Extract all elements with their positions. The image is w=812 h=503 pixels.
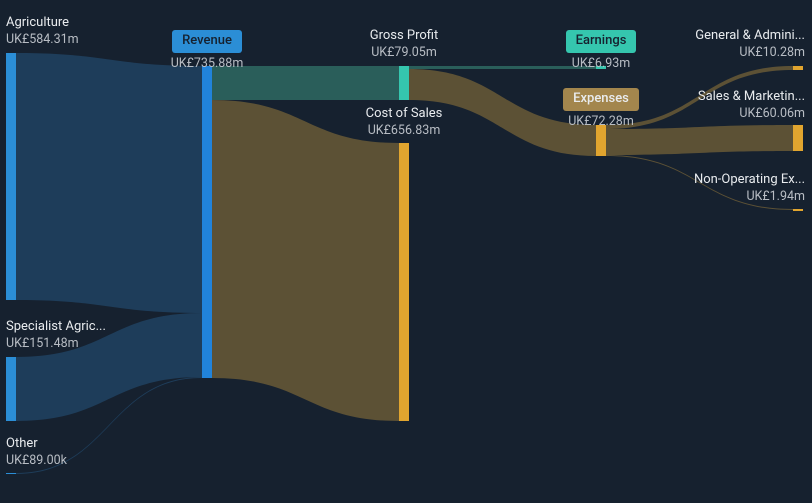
title-other: Other	[6, 436, 67, 453]
label-expenses: Expenses UK£72.28m	[521, 88, 681, 130]
value-gross_profit: UK£79.05m	[324, 45, 484, 61]
node-specialist	[6, 357, 16, 421]
title-non_op: Non-Operating Ex...	[694, 172, 805, 189]
title-specialist: Specialist Agric...	[6, 319, 106, 336]
node-gen_admin	[793, 66, 803, 70]
value-non_op: UK£1.94m	[694, 189, 805, 205]
label-agriculture: AgricultureUK£584.31m	[6, 15, 79, 48]
value-expenses: UK£72.28m	[521, 114, 681, 130]
label-earnings: Earnings UK£6.93m	[521, 30, 681, 72]
node-sales_mkt	[793, 125, 803, 151]
node-non_op	[793, 209, 803, 211]
node-agriculture	[6, 53, 16, 300]
label-cost_of_sales: Cost of SalesUK£656.83m	[324, 106, 484, 139]
value-sales_mkt: UK£60.06m	[698, 106, 805, 122]
label-sales_mkt: Sales & Marketin...UK£60.06m	[698, 89, 805, 122]
value-cost_of_sales: UK£656.83m	[324, 123, 484, 139]
label-gen_admin: General & Admini...UK£10.28m	[695, 28, 805, 61]
node-revenue	[202, 66, 212, 378]
label-specialist: Specialist Agric...UK£151.48m	[6, 319, 106, 352]
pill-earnings: Earnings	[566, 30, 637, 53]
value-agriculture: UK£584.31m	[6, 32, 79, 48]
label-revenue: Revenue UK£735.88m	[127, 30, 287, 72]
pill-expenses: Expenses	[563, 88, 639, 111]
value-gen_admin: UK£10.28m	[695, 45, 805, 61]
sankey-chart	[0, 0, 812, 503]
title-agriculture: Agriculture	[6, 15, 79, 32]
node-gross_profit	[399, 66, 409, 100]
title-sales_mkt: Sales & Marketin...	[698, 89, 805, 106]
label-other: OtherUK£89.00k	[6, 436, 67, 469]
node-cost_of_sales	[399, 143, 409, 421]
flow-revenue-to-cost_of_sales	[212, 100, 399, 421]
label-gross_profit: Gross ProfitUK£79.05m	[324, 28, 484, 61]
title-cost_of_sales: Cost of Sales	[324, 106, 484, 123]
title-gross_profit: Gross Profit	[324, 28, 484, 45]
title-gen_admin: General & Admini...	[695, 28, 805, 45]
value-earnings: UK£6.93m	[521, 56, 681, 72]
value-specialist: UK£151.48m	[6, 336, 106, 352]
flow-agriculture-to-revenue	[16, 53, 202, 313]
node-other	[6, 473, 16, 474]
value-other: UK£89.00k	[6, 453, 67, 469]
value-revenue: UK£735.88m	[127, 56, 287, 72]
pill-revenue: Revenue	[172, 30, 242, 53]
label-non_op: Non-Operating Ex...UK£1.94m	[694, 172, 805, 205]
